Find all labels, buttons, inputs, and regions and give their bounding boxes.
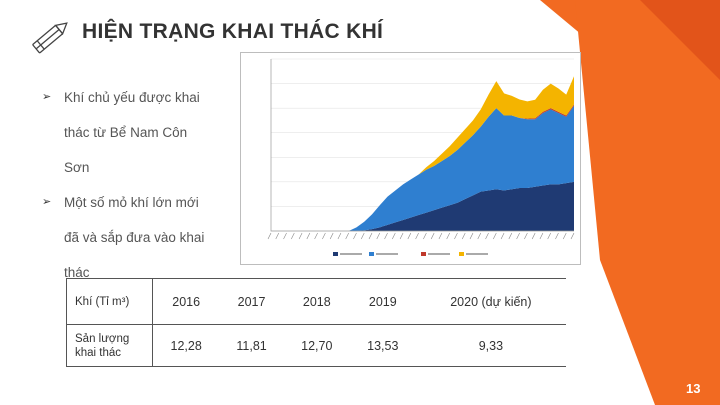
area-series-2 xyxy=(271,105,574,231)
bullet-list: ➢ Khí chủ yếu được khai thác từ Bể Nam C… xyxy=(42,80,227,290)
x-tick-mark xyxy=(430,232,435,240)
chart-image xyxy=(240,52,581,265)
x-tick-mark xyxy=(423,232,427,240)
x-tick-mark xyxy=(392,232,396,240)
x-tick-mark xyxy=(306,232,311,240)
legend-label-placeholder xyxy=(428,253,450,255)
x-tick-mark xyxy=(399,232,404,240)
x-tick-mark xyxy=(345,232,349,240)
legend-swatch-1 xyxy=(333,252,338,256)
table-cell: 13,53 xyxy=(349,324,416,367)
x-tick-mark xyxy=(547,232,551,240)
x-tick-mark xyxy=(376,232,381,240)
x-tick-mark xyxy=(415,232,419,240)
x-tick-mark xyxy=(555,232,559,240)
legend-label-placeholder xyxy=(466,253,488,255)
x-tick-mark xyxy=(562,232,567,240)
table-cell: Sản lượng khai thác xyxy=(66,324,153,367)
bullet-item: ➢ Một số mỏ khí lớn mới đã và sắp đưa và… xyxy=(42,185,227,290)
table-cell: 12,70 xyxy=(283,324,350,367)
x-tick-mark xyxy=(516,232,520,240)
x-tick-mark xyxy=(570,232,575,240)
table-header-cell: Khí (Tỉ m³) xyxy=(66,278,153,325)
bullet-line: đã và sắp đưa vào khai xyxy=(64,230,205,245)
bullet-item: ➢ Khí chủ yếu được khai thác từ Bể Nam C… xyxy=(42,80,227,185)
x-tick-mark xyxy=(500,232,505,240)
x-tick-mark xyxy=(267,232,272,240)
x-tick-mark xyxy=(477,232,482,240)
bullet-line: Một số mỏ khí lớn mới xyxy=(64,195,199,210)
x-tick-mark xyxy=(524,232,528,240)
x-tick-mark xyxy=(407,232,412,240)
production-table: Khí (Tỉ m³) 2016 2017 2018 2019 2020 (dự… xyxy=(66,278,566,367)
x-tick-mark xyxy=(329,232,334,240)
x-tick-mark xyxy=(461,232,466,240)
legend-label-placeholder xyxy=(376,253,398,255)
x-tick-mark xyxy=(454,232,458,240)
x-tick-mark xyxy=(337,232,342,240)
x-tick-mark xyxy=(438,232,443,240)
page-number: 13 xyxy=(686,381,701,396)
bullet-line: thác xyxy=(64,265,90,280)
x-tick-mark xyxy=(275,232,280,240)
bullet-line: Khí chủ yếu được khai xyxy=(64,90,200,105)
x-tick-mark xyxy=(539,232,544,240)
x-tick-mark xyxy=(314,232,318,240)
stacked-area-chart xyxy=(267,58,575,256)
table-cell: 11,81 xyxy=(219,324,284,367)
area-series-4 xyxy=(271,76,574,231)
x-tick-mark xyxy=(283,232,287,240)
table-cell: 12,28 xyxy=(152,324,220,367)
x-tick-mark xyxy=(298,232,303,240)
table-header-cell: 2019 xyxy=(349,278,416,325)
accent-shape-dark xyxy=(640,0,720,80)
bullet-line: Sơn xyxy=(64,160,90,175)
table-header-cell: 2016 xyxy=(152,278,220,325)
x-tick-mark xyxy=(360,232,365,240)
bullet-line: thác từ Bể Nam Côn xyxy=(64,125,188,140)
arrow-bullet-icon: ➢ xyxy=(42,196,52,208)
accent-shape-main xyxy=(575,0,720,405)
x-tick-mark xyxy=(322,232,326,240)
area-series-1 xyxy=(271,181,574,231)
x-tick-mark xyxy=(531,232,536,240)
table-header-cell: 2018 xyxy=(283,278,350,325)
table-header-row: Khí (Tỉ m³) 2016 2017 2018 2019 2020 (dự… xyxy=(66,278,566,325)
legend-label-placeholder xyxy=(340,253,362,255)
x-tick-mark xyxy=(446,232,450,240)
x-tick-mark xyxy=(508,232,513,240)
pencil-icon xyxy=(32,22,68,54)
legend-swatch-2 xyxy=(369,252,374,256)
x-tick-mark xyxy=(353,232,357,240)
table-header-cell: 2017 xyxy=(219,278,284,325)
x-tick-mark xyxy=(485,232,489,240)
table-cell: 9,33 xyxy=(415,324,566,367)
x-tick-mark xyxy=(469,232,474,240)
page-title: HIỆN TRẠNG KHAI THÁC KHÍ xyxy=(82,20,384,43)
x-tick-mark xyxy=(368,232,373,240)
x-tick-mark xyxy=(291,232,295,240)
x-tick-mark xyxy=(384,232,388,240)
legend-swatch-4 xyxy=(459,252,464,256)
legend-swatch-3 xyxy=(421,252,426,256)
arrow-bullet-icon: ➢ xyxy=(42,91,52,103)
table-row: Sản lượng khai thác 12,28 11,81 12,70 13… xyxy=(66,324,566,367)
table-header-cell: 2020 (dự kiến) xyxy=(415,278,566,325)
x-tick-mark xyxy=(493,232,497,240)
chart-axes xyxy=(270,59,574,232)
